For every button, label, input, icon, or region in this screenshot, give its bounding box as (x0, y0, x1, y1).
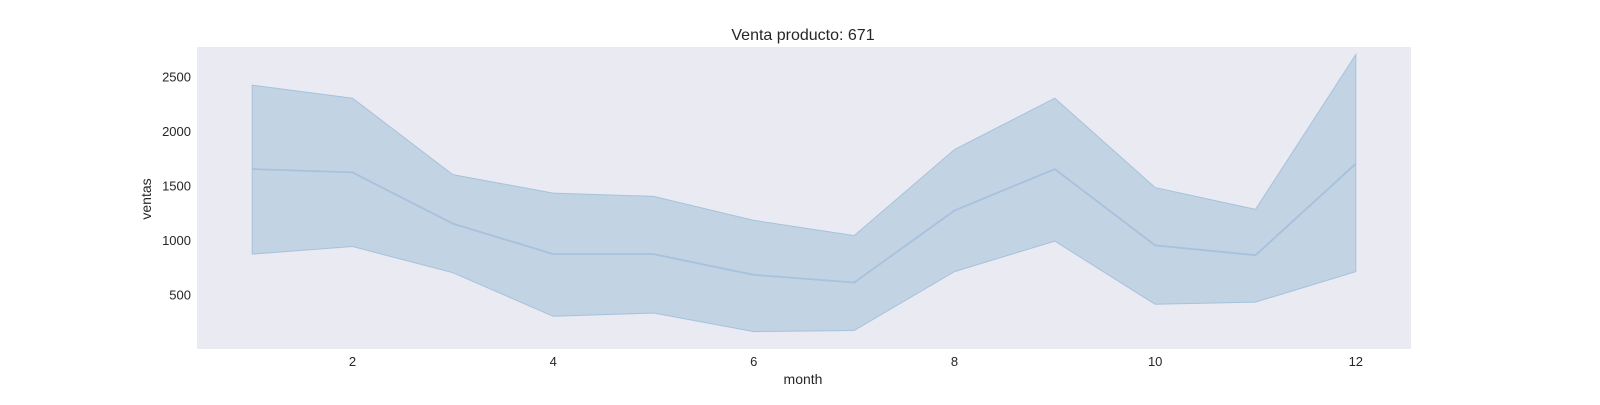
series-line-layer (252, 163, 1357, 284)
y-tick-label: 500 (169, 288, 191, 303)
confidence-band (251, 52, 1357, 333)
x-tick-label: 12 (1349, 354, 1363, 369)
x-tick-label: 6 (750, 354, 757, 369)
x-tick-label: 4 (550, 354, 557, 369)
y-tick-label: 2500 (162, 69, 191, 84)
series-line (252, 163, 1357, 284)
x-tick-label: 8 (951, 354, 958, 369)
y-axis-ticks: 500 1000 1500 2000 2500 (162, 69, 191, 302)
x-axis-label: month (784, 371, 823, 387)
x-tick-label: 10 (1148, 354, 1162, 369)
x-axis-ticks: 2 4 6 8 10 12 (349, 354, 1363, 369)
y-tick-label: 2000 (162, 124, 191, 139)
chart-title: Venta producto: 671 (731, 27, 874, 44)
x-tick-label: 2 (349, 354, 356, 369)
y-tick-label: 1000 (162, 233, 191, 248)
y-axis-label: ventas (138, 178, 154, 219)
y-tick-label: 1500 (162, 179, 191, 194)
confidence-band-layer (251, 52, 1357, 333)
